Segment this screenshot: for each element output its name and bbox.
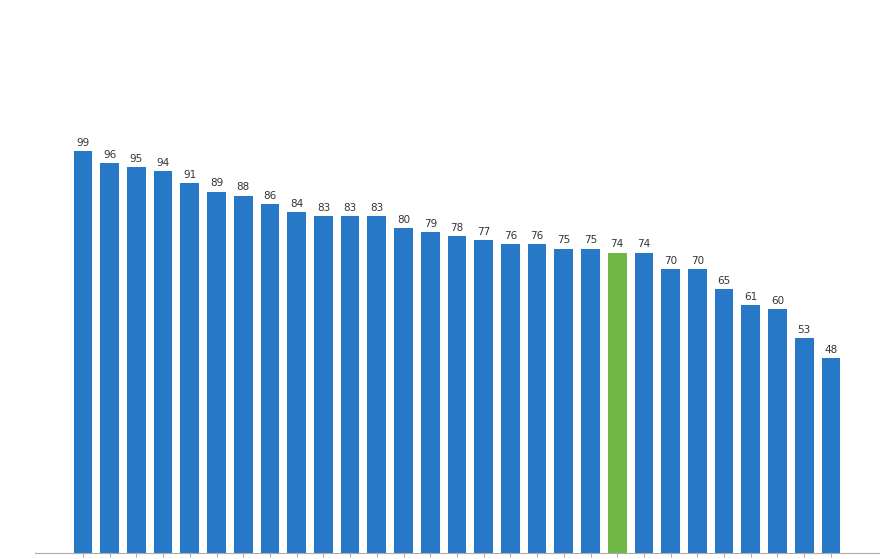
Text: 94: 94 [156,158,170,168]
Bar [367,216,386,553]
Bar [394,228,413,553]
Bar [688,269,706,553]
Bar [314,216,333,553]
Text: 88: 88 [237,182,250,192]
Text: 61: 61 [744,292,758,302]
Text: 99: 99 [76,138,89,148]
Bar [795,338,813,553]
Bar [661,269,680,553]
Bar [287,212,306,553]
Bar [180,183,200,553]
Bar [768,310,787,553]
Text: 75: 75 [557,235,570,245]
Bar [341,216,359,553]
Bar [474,240,493,553]
Bar [821,358,841,553]
Bar [260,204,279,553]
Text: 76: 76 [503,231,517,241]
Text: 77: 77 [477,227,490,237]
Text: 80: 80 [397,215,410,225]
Text: INFRASTRUTTURE DIGITALI: Accesso a internet da parte delle famiglie residenti
in: INFRASTRUTTURE DIGITALI: Accesso a inter… [11,32,732,68]
Text: 74: 74 [638,239,651,249]
Text: 78: 78 [450,223,464,233]
Text: 65: 65 [717,276,731,286]
Bar [101,163,119,553]
Bar [742,305,760,553]
Bar [635,253,653,553]
Text: 79: 79 [424,219,437,229]
Bar [208,192,226,553]
Bar [501,244,520,553]
Bar [154,171,172,553]
Text: 70: 70 [691,255,704,266]
Text: 86: 86 [263,191,276,201]
Text: 53: 53 [797,325,811,335]
Text: 84: 84 [290,198,304,209]
Text: 76: 76 [531,231,544,241]
Bar [528,244,547,553]
Text: 83: 83 [370,203,383,213]
Text: 74: 74 [610,239,624,249]
Bar [608,253,627,553]
Bar [448,236,466,553]
Bar [421,232,440,553]
Bar [73,151,93,553]
Text: 60: 60 [771,296,784,306]
Bar [581,249,600,553]
Text: 75: 75 [584,235,597,245]
Text: 95: 95 [130,154,143,164]
Text: 89: 89 [210,178,223,188]
Bar [234,196,253,553]
Bar [555,249,573,553]
Bar [127,167,146,553]
Text: 91: 91 [183,170,197,180]
Bar [714,289,734,553]
Text: 48: 48 [825,345,838,355]
Text: 83: 83 [317,203,330,213]
Text: 83: 83 [343,203,357,213]
Text: 70: 70 [664,255,677,266]
Text: 96: 96 [103,150,117,160]
